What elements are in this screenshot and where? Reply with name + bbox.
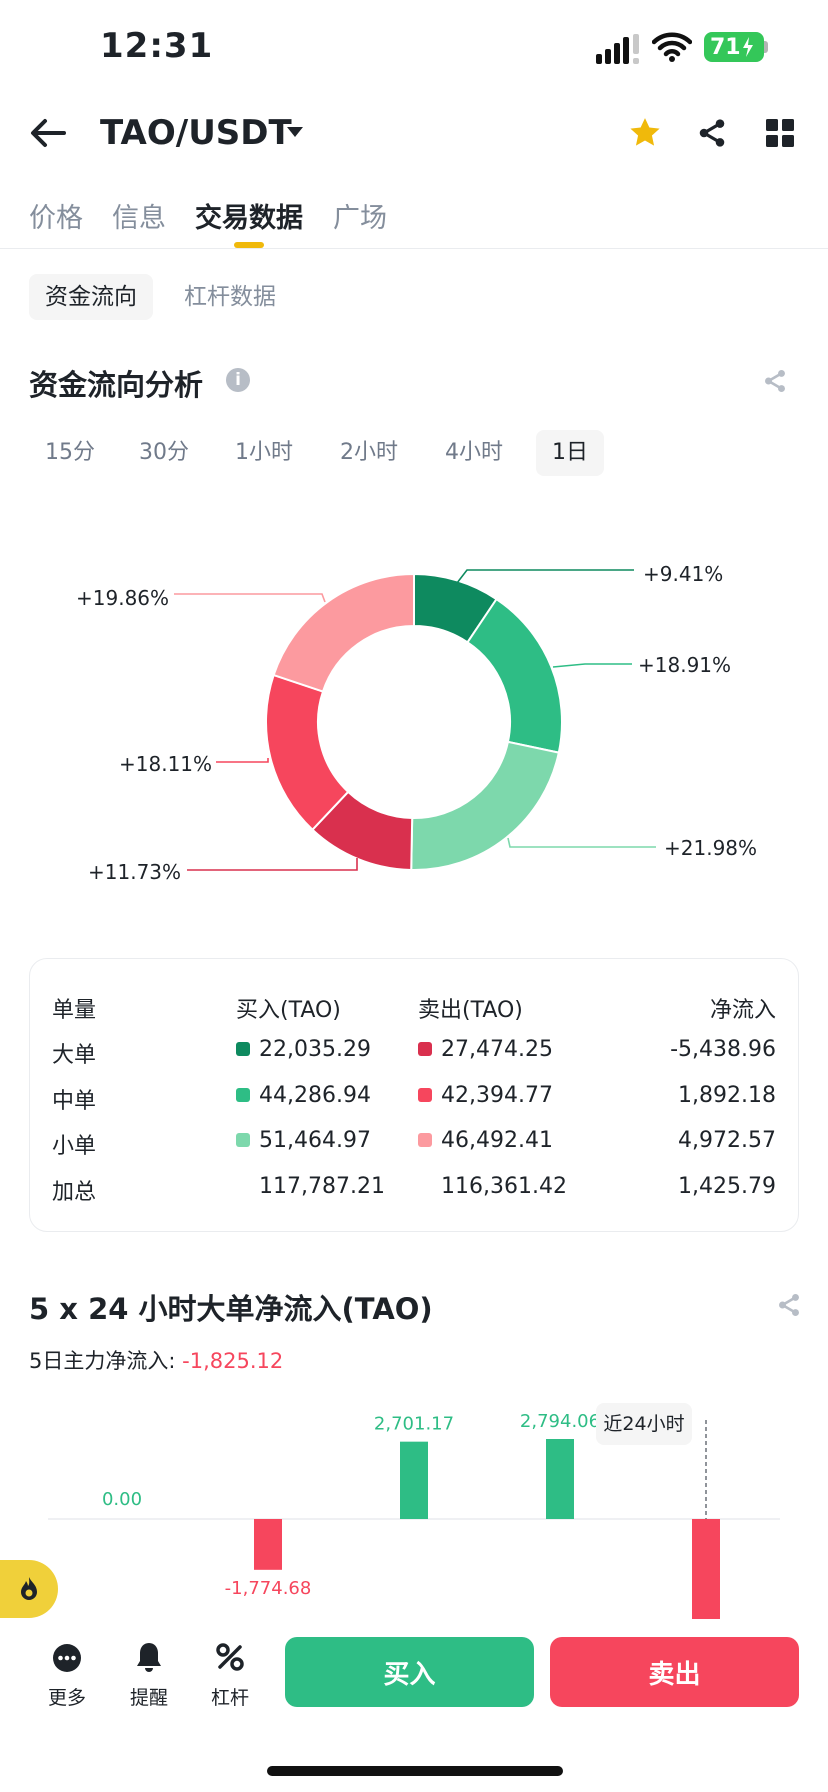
tab-square[interactable]: 广场 <box>333 203 387 234</box>
donut-leader-small-buy <box>507 837 656 848</box>
status-time: 12:31 <box>100 26 214 66</box>
subtab-fund-flow[interactable]: 资金流向 <box>29 274 153 320</box>
bar-label-2: 2,701.17 <box>374 1414 454 1435</box>
battery-indicator: 71 <box>704 32 764 62</box>
leverage-percent-icon[interactable] <box>216 1643 244 1671</box>
row-medium-name: 中单 <box>52 1089 97 1114</box>
bar-3 <box>546 1439 574 1519</box>
period-1d[interactable]: 1日 <box>536 430 604 476</box>
period-30m[interactable]: 30分 <box>139 440 189 465</box>
legend-small-buy <box>236 1133 250 1147</box>
tab-price[interactable]: 价格 <box>29 203 83 234</box>
bar-4 <box>692 1519 720 1619</box>
donut-label-large-buy: +9.41% <box>643 562 724 586</box>
row-small-net: 4,972.57 <box>678 1128 776 1153</box>
period-15m[interactable]: 15分 <box>45 440 95 465</box>
row-medium-net: 1,892.18 <box>678 1083 776 1108</box>
last-24h-tooltip: 近24小时 <box>596 1403 692 1445</box>
row-medium-sell: 42,394.77 <box>441 1083 553 1108</box>
tab-trading-data[interactable]: 交易数据 <box>195 203 303 234</box>
flow-share-icon[interactable] <box>762 368 788 394</box>
row-small-buy: 51,464.97 <box>259 1128 371 1153</box>
bar-label-0: 0.00 <box>102 1489 142 1510</box>
donut-leader-medium-sell <box>216 758 269 763</box>
tab-active-indicator <box>234 242 264 248</box>
row-medium-buy: 44,286.94 <box>259 1083 371 1108</box>
tab-info[interactable]: 信息 <box>112 203 166 234</box>
col-header-size: 单量 <box>52 998 97 1023</box>
hot-fab-button[interactable] <box>0 1560 58 1618</box>
donut-segment-small-sell <box>272 572 415 693</box>
donut-label-medium-sell: +18.11% <box>119 752 213 776</box>
flame-icon <box>21 1577 37 1600</box>
donut-segment-medium-buy <box>466 597 563 754</box>
signal-icon <box>596 34 639 64</box>
battery-level: 71 <box>710 34 741 60</box>
period-1h[interactable]: 1小时 <box>235 440 293 465</box>
donut-label-small-buy: +21.98% <box>664 836 758 860</box>
row-small-name: 小单 <box>52 1134 97 1159</box>
period-2h[interactable]: 2小时 <box>340 440 398 465</box>
tabs-divider <box>0 248 828 249</box>
favorite-star-icon[interactable] <box>628 116 662 150</box>
row-total-sell: 116,361.42 <box>441 1174 567 1199</box>
period-4h[interactable]: 4小时 <box>445 440 503 465</box>
row-large-name: 大单 <box>52 1043 97 1068</box>
legend-medium-buy <box>236 1088 250 1102</box>
bar-1 <box>254 1519 282 1570</box>
legend-small-sell <box>418 1133 432 1147</box>
row-small-sell: 46,492.41 <box>441 1128 553 1153</box>
col-header-buy: 买入(TAO) <box>236 998 341 1023</box>
donut-label-large-sell: +11.73% <box>88 860 182 884</box>
donut-leader-large-sell <box>187 858 358 871</box>
grid-menu-icon[interactable] <box>766 119 794 147</box>
legend-large-buy <box>236 1042 250 1056</box>
donut-label-medium-buy: +18.91% <box>638 653 732 677</box>
more-icon[interactable] <box>52 1643 82 1673</box>
donut-leader-large-buy <box>456 569 634 584</box>
info-icon[interactable]: i <box>226 368 250 392</box>
bar-2 <box>400 1441 428 1519</box>
flow-analysis-title: 资金流向分析 <box>29 368 204 402</box>
big-order-title: 5 x 24 小时大单净流入(TAO) <box>29 1292 433 1326</box>
five-day-net-inflow-label: 5日主力净流入: <box>29 1349 176 1373</box>
nav-alert-label[interactable]: 提醒 <box>129 1687 168 1709</box>
big-order-bar-chart: 0.00 -1,774.68 2,701.17 2,794.06 <box>48 1411 780 1619</box>
row-large-net: -5,438.96 <box>670 1037 776 1062</box>
five-day-net-inflow: 5日主力净流入: -1,825.12 <box>29 1345 283 1375</box>
share-icon[interactable] <box>696 117 728 149</box>
legend-medium-sell <box>418 1088 432 1102</box>
donut-segment-small-buy <box>410 740 560 871</box>
sell-button[interactable]: 卖出 <box>550 1637 799 1707</box>
row-total-name: 加总 <box>52 1180 97 1205</box>
trading-pair-title[interactable]: TAO/USDT <box>100 113 292 153</box>
col-header-net: 净流入 <box>709 998 776 1023</box>
charging-icon <box>742 37 753 57</box>
back-arrow-icon[interactable] <box>30 118 66 148</box>
bar-label-1: -1,774.68 <box>225 1578 312 1599</box>
legend-large-sell <box>418 1042 432 1056</box>
chevron-down-icon[interactable] <box>286 126 304 138</box>
row-total-buy: 117,787.21 <box>259 1174 385 1199</box>
bell-icon[interactable] <box>134 1641 164 1673</box>
fund-flow-table <box>29 958 799 1232</box>
home-indicator <box>267 1766 563 1776</box>
five-day-net-inflow-value: -1,825.12 <box>182 1349 284 1373</box>
big-order-share-icon[interactable] <box>776 1292 802 1318</box>
fund-flow-donut-chart <box>174 569 656 871</box>
col-header-sell: 卖出(TAO) <box>418 998 523 1023</box>
row-large-sell: 27,474.25 <box>441 1037 553 1062</box>
donut-label-small-sell: +19.86% <box>76 586 170 610</box>
nav-leverage-label[interactable]: 杠杆 <box>210 1687 249 1709</box>
subtab-leverage-data[interactable]: 杠杆数据 <box>184 284 276 310</box>
buy-button[interactable]: 买入 <box>285 1637 534 1707</box>
wifi-icon <box>652 32 692 62</box>
battery-tip <box>764 41 768 53</box>
donut-leader-small-sell <box>174 593 326 603</box>
donut-leader-medium-buy <box>552 663 632 668</box>
nav-more-label[interactable]: 更多 <box>47 1687 86 1709</box>
row-large-buy: 22,035.29 <box>259 1037 371 1062</box>
bar-label-3: 2,794.06 <box>520 1411 600 1432</box>
row-total-net: 1,425.79 <box>678 1174 776 1199</box>
